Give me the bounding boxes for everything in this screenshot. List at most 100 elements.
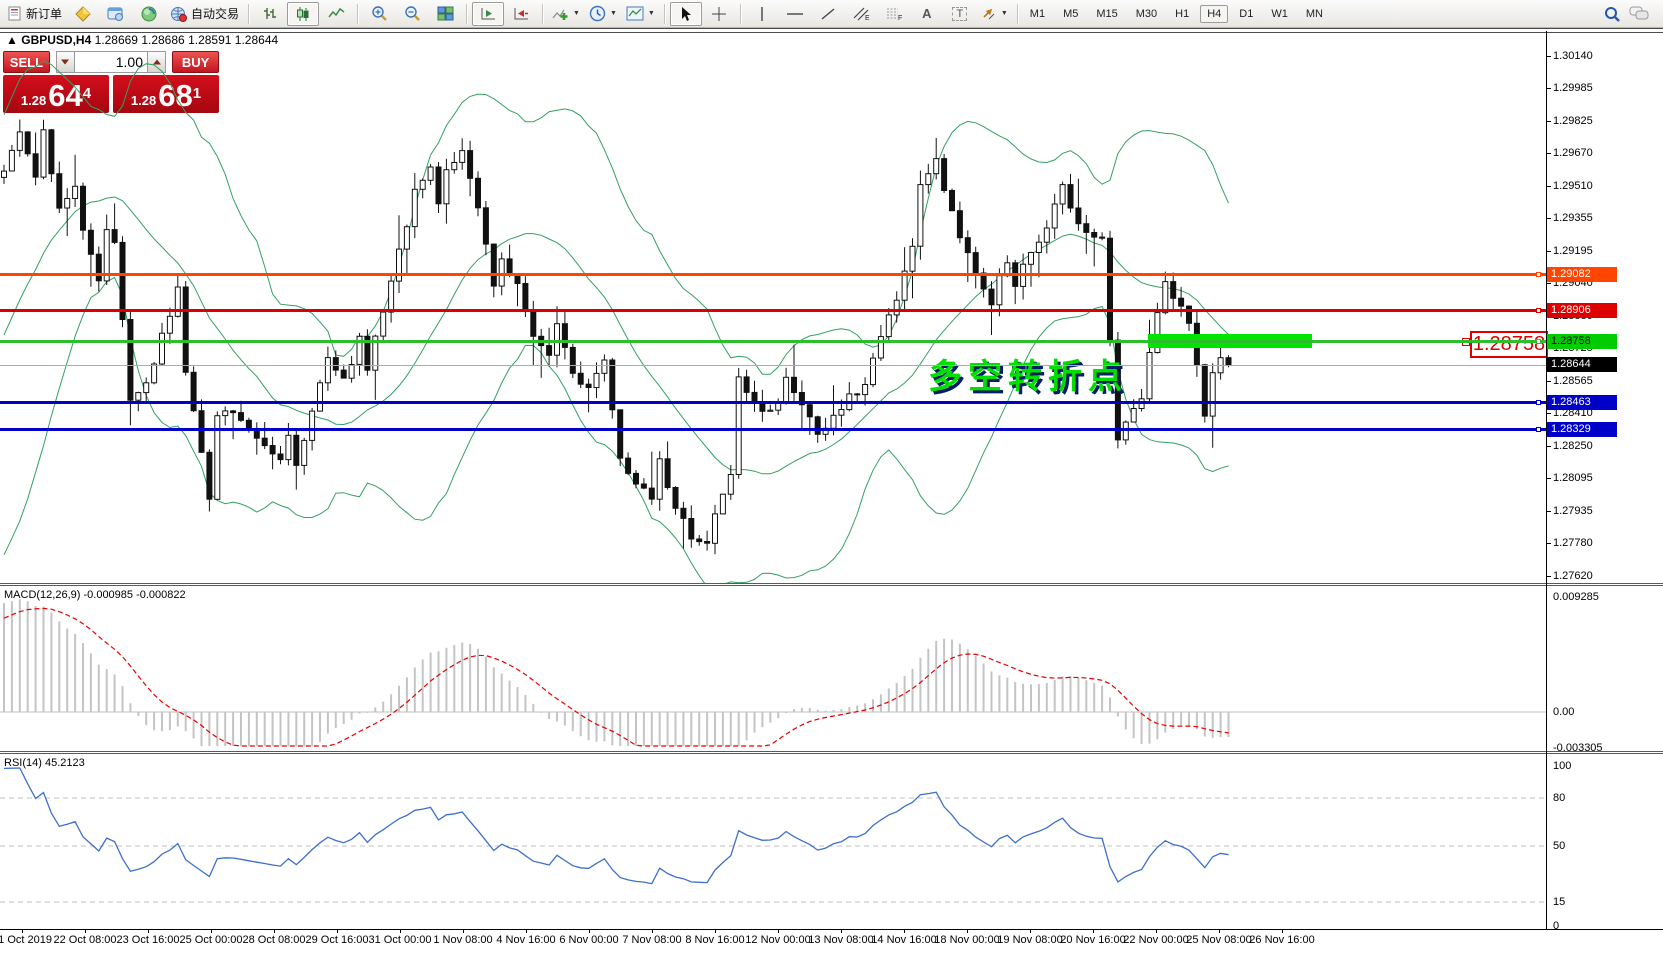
time-tick-mark [463,929,464,933]
ohlc-close: 1.28644 [234,33,279,47]
search-icon[interactable] [1603,5,1621,23]
ohlc-open: 1.28669 [94,33,138,47]
main-chart-plot[interactable] [0,32,1546,584]
zoom-out-button[interactable] [396,2,428,26]
macd-label: MACD(12,26,9) -0.000985 -0.000822 [4,589,186,601]
collapse-arrow-icon[interactable]: ▲ [6,33,18,47]
periods-button[interactable]: ▼ [585,2,621,26]
current-price-line [0,365,1546,366]
hline-price-badge: 1.28906 [1547,303,1617,318]
time-tick-mark [1093,929,1094,933]
trendline-tool[interactable] [812,2,844,26]
price-tick-mark [1546,88,1551,89]
market-watch-button[interactable] [100,2,132,26]
timeframe-H4[interactable]: H4 [1200,4,1229,23]
timeframe-H1[interactable]: H1 [1175,7,1190,20]
channel-tool[interactable]: E [845,2,877,26]
price-tick-label: 1.28410 [1553,407,1593,419]
crosshair-button[interactable] [703,2,735,26]
hline-end-marker [1536,400,1541,405]
toolbar-separator [739,3,741,24]
arrows-tool[interactable]: ▼ [977,2,1012,26]
time-tick-mark [211,929,212,933]
hline-end-marker [1536,427,1541,432]
timeframe-M1[interactable]: M1 [1029,7,1046,20]
hline-end-marker [1536,272,1541,277]
hline-object-1.28906[interactable] [0,309,1546,312]
new-order-button[interactable]: 新订单 [4,2,66,26]
cursor-icon [679,6,693,22]
hline-price-badge: 1.28329 [1547,422,1617,437]
timeframe-MN[interactable]: MN [1305,7,1323,20]
candlestick-chart-icon [295,6,311,22]
new-order-label: 新订单 [26,7,63,21]
timeframe-W1[interactable]: W1 [1271,7,1288,20]
hline-object-1.29082[interactable] [0,273,1546,276]
timeframe-M15[interactable]: M15 [1096,7,1118,20]
macd-panel-plot[interactable] [0,588,1546,750]
autotrading-button[interactable]: 自动交易 [166,2,243,26]
time-tick-label: 26 Nov 16:00 [1249,934,1315,946]
auto-scroll-button[interactable] [472,1,505,26]
zoom-in-icon [370,5,388,22]
time-tick-mark [22,929,23,933]
text-label-tool[interactable]: T [944,2,976,26]
buy-button[interactable]: BUY [172,51,219,73]
text-tool[interactable]: A [911,2,943,26]
line-chart-button[interactable] [320,2,352,26]
indicator-list-button[interactable] [67,2,99,26]
dropdown-arrow-icon: ▼ [573,10,580,17]
crosshair-icon [711,6,727,22]
navigator-button[interactable] [133,2,165,26]
timeframe-M5[interactable]: M5 [1063,7,1079,20]
timeframe-M30[interactable]: M30 [1135,7,1158,20]
price-tick-mark [1546,576,1551,577]
horizontal-line-tool[interactable] [779,2,811,26]
equidistant-channel-icon: E [852,6,870,22]
indicators-button[interactable]: ▼ [548,2,584,26]
price-tick-mark [1546,511,1551,512]
zoom-in-button[interactable] [363,2,395,26]
trendline-icon [820,7,836,21]
time-tick-mark [967,929,968,933]
template-icon [626,6,644,21]
sell-button[interactable]: SELL [3,51,50,73]
auto-scroll-icon [480,6,497,21]
zoom-out-icon [403,5,421,22]
price-callout-box[interactable]: 1.28758 [1470,331,1548,358]
volume-decrease-button[interactable] [55,51,75,73]
vertical-line-tool[interactable] [746,2,778,26]
time-tick-mark [148,929,149,933]
hline-end-marker [1536,308,1541,313]
price-tick-mark [1546,543,1551,544]
diamond-icon [74,5,92,23]
chat-icon[interactable] [1629,5,1649,23]
tile-windows-button[interactable] [429,2,461,26]
candlestick-chart-button[interactable] [287,1,320,26]
panel-separator[interactable] [0,583,1663,586]
volume-input[interactable] [75,51,147,73]
timeframe-D1[interactable]: D1 [1239,7,1254,20]
panel-separator[interactable] [0,751,1663,754]
price-tick-mark [1546,153,1551,154]
time-tick-mark [274,929,275,933]
hline-object-1.28758[interactable] [0,340,1546,343]
time-tick-label: 1 Nov 08:00 [433,934,493,946]
chinese-text-annotation[interactable]: 多空转折点 [928,358,1128,396]
rsi-panel-plot[interactable] [0,756,1546,927]
price-tick-label: 1.27935 [1553,505,1593,517]
price-tick-label: 1.28250 [1553,440,1593,452]
hline-object-1.28463[interactable] [0,401,1546,404]
text-tool-icon: A [922,6,932,21]
bar-chart-button[interactable] [254,2,286,26]
price-tick-mark [1546,446,1551,447]
fibonacci-tool[interactable]: F [878,2,910,26]
cursor-button[interactable] [669,1,702,26]
chart-shift-button[interactable] [505,2,537,26]
hline-end-marker [1536,339,1541,344]
toolbar-separator [663,3,665,24]
templates-button[interactable]: ▼ [622,2,659,26]
hline-object-1.28329[interactable] [0,428,1546,431]
volume-increase-button[interactable] [147,51,167,73]
macd-axis-label: 0.00 [1553,706,1575,718]
